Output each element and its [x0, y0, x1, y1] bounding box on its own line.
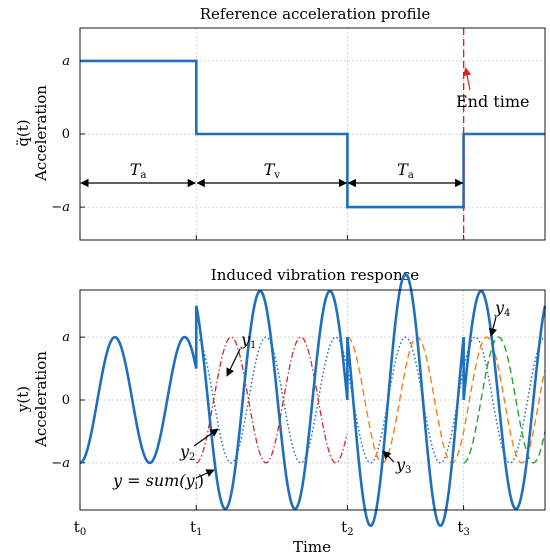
label-y1: y1	[240, 330, 256, 351]
end-time-arrow	[462, 67, 472, 91]
profile-y-tick-label: −a	[51, 200, 70, 215]
arrow-y4	[488, 316, 497, 337]
profile-series	[80, 59, 545, 209]
response-y-tick-label: −a	[51, 456, 70, 471]
response-ticks: −a 0 a t0 t1 t2 t3	[51, 330, 469, 538]
label-y4: y4	[494, 298, 510, 319]
arrow-y-sum	[195, 469, 215, 479]
series-y-sum	[79, 272, 547, 528]
profile-plot-frame	[79, 27, 546, 241]
interval-label: Tv	[264, 160, 281, 181]
profile-annotations: End time Ta Tv Ta	[80, 28, 530, 240]
response-chart-title: Induced vibration response	[211, 266, 420, 284]
series-y4	[463, 336, 546, 464]
profile-chart: Reference acceleration profile q̈(t) Acc…	[14, 5, 546, 241]
profile-chart-title: Reference acceleration profile	[200, 5, 431, 23]
interval-label: Ta	[397, 160, 414, 181]
response-y-math-label: y(t)	[14, 386, 32, 413]
response-plot-frame	[79, 289, 546, 511]
response-x-tick-label: t3	[457, 518, 469, 538]
profile-ticks: −a 0 a	[51, 54, 465, 240]
response-x-tick-label: t0	[74, 518, 86, 538]
label-y-sum: y = sum(yi)	[112, 471, 204, 492]
response-chart: Induced vibration response y(t) Accelera…	[14, 266, 547, 556]
profile-y-tick-label: a	[62, 54, 70, 69]
arrow-y1	[226, 348, 241, 377]
response-annotations: y1 y2 y3 y4 y = sum(yi)	[112, 298, 510, 492]
arrow-y3	[382, 450, 395, 463]
response-x-tick-label: t1	[190, 518, 202, 538]
series-y3	[347, 336, 546, 464]
response-series	[79, 272, 547, 528]
profile-y-tick-label: 0	[62, 127, 70, 142]
response-x-axis-label: Time	[293, 538, 331, 556]
response-x-tick-label: t2	[341, 518, 353, 538]
series-y2	[196, 336, 348, 464]
profile-line	[80, 59, 545, 209]
response-y-tick-label: a	[62, 330, 70, 345]
profile-y-axis-label: Acceleration	[32, 85, 50, 182]
end-time-label: End time	[456, 92, 530, 111]
profile-y-math-label: q̈(t)	[14, 119, 32, 146]
interval-label: Ta	[130, 160, 147, 181]
arrow-y2	[193, 428, 219, 447]
label-y2: y2	[179, 442, 195, 463]
label-y3: y3	[395, 455, 411, 476]
response-y-tick-label: 0	[62, 393, 70, 408]
response-y-axis-label: Acceleration	[32, 351, 50, 448]
